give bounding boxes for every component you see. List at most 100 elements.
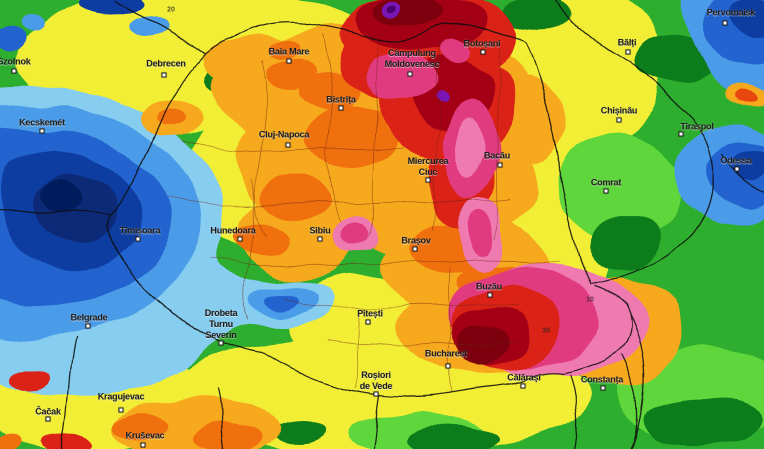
city-label: Kragujevac	[98, 392, 145, 403]
city-label-line: Bistrița	[326, 94, 356, 105]
city-label-line: de Vede	[359, 381, 393, 391]
city-label-line: Moldovenesc	[384, 59, 440, 69]
city-label-line: Szolnok	[0, 56, 31, 67]
city-marker[interactable]	[487, 292, 493, 298]
city-label-line: Pitești	[357, 308, 383, 319]
city-label-line: Cluj-Napoca	[258, 129, 310, 140]
city-label-line: Belgrade	[70, 312, 108, 323]
city-marker[interactable]	[338, 105, 344, 111]
city-label: Botoșani	[464, 39, 501, 50]
city-label: Čačak	[35, 407, 61, 418]
county-borders	[167, 33, 561, 393]
city-label: Constanța	[581, 375, 623, 386]
city-label-line: Bucharest	[424, 348, 468, 359]
city-marker[interactable]	[678, 131, 684, 137]
city-label: Brașov	[401, 235, 431, 247]
city-marker[interactable]	[365, 319, 371, 325]
city-label: Kruševac	[126, 431, 165, 442]
city-label: Timișoara	[120, 226, 161, 237]
city-marker[interactable]	[600, 385, 606, 391]
city-marker[interactable]	[373, 391, 379, 397]
city-label: Bistrița	[326, 94, 356, 106]
city-marker[interactable]	[722, 20, 728, 26]
city-label: Odessa	[720, 155, 752, 167]
city-label-line: Pervomaisk	[706, 7, 756, 18]
city-marker[interactable]	[218, 340, 224, 346]
city-marker[interactable]	[285, 142, 291, 148]
city-marker[interactable]	[237, 236, 243, 242]
city-label-line: Botoșani	[463, 38, 501, 49]
city-marker[interactable]	[734, 166, 740, 172]
contour-label: 30	[542, 327, 550, 335]
city-label-line: Câmpulung	[388, 48, 436, 59]
city-label-line: Constanța	[580, 374, 624, 385]
city-marker[interactable]	[140, 442, 146, 448]
city-label-line: Drobeta	[204, 307, 238, 318]
city-marker[interactable]	[45, 416, 51, 422]
city-label-line: Čačak	[35, 406, 61, 417]
city-marker[interactable]	[135, 236, 141, 242]
city-marker[interactable]	[480, 49, 486, 55]
city-marker[interactable]	[425, 177, 431, 183]
contour-label: 20	[167, 6, 175, 14]
city-label-line: Hunedoara	[210, 225, 256, 236]
city-label-line: Roșiori	[361, 370, 391, 381]
city-label: Kecskemét	[19, 118, 65, 129]
city-label: Sibiu	[310, 226, 331, 237]
city-label: Bălți	[618, 38, 637, 49]
city-label-line: Bacău	[483, 150, 511, 161]
city-marker[interactable]	[286, 58, 292, 64]
city-marker[interactable]	[407, 71, 413, 77]
city-label: Comrat	[590, 177, 622, 189]
city-marker[interactable]	[118, 407, 124, 413]
city-label: Baia Mare	[269, 47, 310, 58]
city-label: Câmpulung Moldovenesc	[385, 48, 440, 70]
city-label-line: Debrecen	[146, 58, 186, 69]
city-marker[interactable]	[161, 72, 167, 78]
city-label-line: Tiraspol	[680, 121, 714, 132]
city-label: Tiraspol	[680, 122, 713, 133]
city-marker[interactable]	[445, 363, 451, 369]
city-marker[interactable]	[603, 188, 609, 194]
city-label: Pervomaisk	[707, 8, 756, 19]
city-label-line: Kragujevac	[97, 391, 145, 402]
city-marker[interactable]	[11, 68, 17, 74]
city-marker[interactable]	[39, 128, 45, 134]
city-label-line: Odessa	[720, 155, 752, 166]
city-label: Hunedoara	[210, 226, 255, 237]
city-label: Belgrade	[71, 313, 108, 324]
city-marker[interactable]	[317, 236, 323, 242]
city-label-line: Călărași	[507, 372, 541, 383]
city-marker[interactable]	[625, 49, 631, 55]
city-label: Călărași	[507, 372, 541, 384]
city-label-line: Buzău	[475, 281, 503, 292]
city-label-line: Kecskemét	[19, 117, 65, 128]
city-label: Szolnok	[0, 57, 31, 68]
city-marker[interactable]	[85, 323, 91, 329]
city-label: Bacău	[484, 151, 510, 162]
city-label: Roșiori de Vede	[360, 370, 393, 392]
city-label-line: Turnu	[209, 318, 233, 329]
city-label: Miercurea Ciuc	[408, 156, 449, 178]
city-label: Chișinău	[601, 106, 638, 117]
city-marker[interactable]	[412, 246, 418, 252]
city-label-line: Comrat	[590, 177, 622, 188]
city-label: Pitești	[357, 309, 383, 320]
city-label-line: Baia Mare	[268, 46, 310, 57]
contour-label: 10	[586, 296, 594, 304]
city-label-line: Brașov	[401, 235, 431, 246]
city-marker[interactable]	[497, 162, 503, 168]
city-label: Debrecen	[146, 58, 186, 70]
city-label: Bucharest	[425, 349, 467, 360]
city-label-line: Severin	[205, 329, 237, 340]
city-label-line: Ciuc	[418, 167, 438, 177]
city-marker[interactable]	[616, 117, 622, 123]
city-label-line: Miercurea	[407, 156, 449, 167]
city-marker[interactable]	[520, 383, 526, 389]
city-label: Buzău	[476, 282, 502, 293]
